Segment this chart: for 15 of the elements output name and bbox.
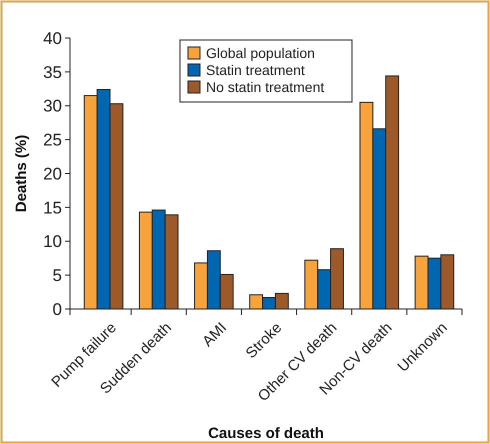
y-tick-label: 25 bbox=[43, 130, 62, 150]
y-tick-label: 30 bbox=[43, 96, 62, 116]
y-axis-title: Deaths (%) bbox=[13, 134, 30, 212]
y-tick-label: 0 bbox=[52, 300, 62, 319]
y-tick-label: 20 bbox=[43, 164, 62, 184]
y-tick-label: 35 bbox=[43, 62, 62, 82]
legend-label: No statin treatment bbox=[206, 78, 324, 95]
x-axis-title: Causes of death bbox=[208, 425, 324, 442]
y-tick-label: 10 bbox=[43, 232, 62, 252]
y-tick-label: 5 bbox=[52, 266, 62, 286]
y-tick-label: 15 bbox=[43, 198, 62, 218]
x-tick-label: AMI bbox=[199, 319, 230, 350]
legend-label: Statin treatment bbox=[206, 62, 305, 78]
legend-label: Global population bbox=[206, 44, 315, 61]
y-tick-label: 40 bbox=[43, 28, 62, 48]
